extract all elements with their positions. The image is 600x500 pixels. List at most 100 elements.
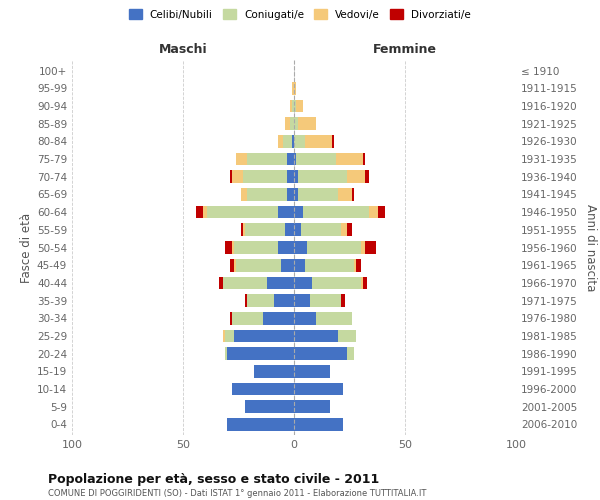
Bar — [370, 206, 379, 218]
Bar — [294, 118, 298, 130]
Bar — [232, 170, 243, 183]
Bar — [225, 241, 232, 254]
Bar — [305, 135, 332, 147]
Bar — [294, 259, 305, 272]
Bar — [230, 170, 232, 183]
Bar — [356, 259, 361, 272]
Bar — [227, 348, 294, 360]
Bar — [236, 259, 281, 272]
Bar — [230, 259, 234, 272]
Bar — [290, 118, 294, 130]
Bar — [298, 118, 316, 130]
Bar — [312, 276, 361, 289]
Bar — [292, 135, 294, 147]
Bar — [241, 224, 243, 236]
Bar — [263, 312, 294, 324]
Bar — [230, 312, 232, 324]
Bar — [365, 241, 376, 254]
Bar — [294, 100, 296, 112]
Bar — [218, 276, 223, 289]
Bar — [294, 152, 296, 166]
Bar — [278, 135, 283, 147]
Bar — [232, 312, 263, 324]
Bar — [285, 118, 290, 130]
Bar — [225, 330, 234, 342]
Bar — [363, 152, 365, 166]
Bar — [245, 294, 247, 307]
Bar — [225, 348, 227, 360]
Bar — [338, 188, 352, 201]
Bar — [243, 170, 287, 183]
Bar — [227, 418, 294, 431]
Bar — [298, 170, 347, 183]
Bar — [254, 365, 294, 378]
Bar — [296, 152, 336, 166]
Y-axis label: Fasce di età: Fasce di età — [20, 212, 33, 282]
Bar — [307, 241, 361, 254]
Bar — [294, 206, 303, 218]
Bar — [301, 224, 341, 236]
Bar — [361, 241, 365, 254]
Bar — [294, 312, 316, 324]
Bar — [247, 152, 287, 166]
Bar — [361, 276, 363, 289]
Bar — [354, 259, 356, 272]
Bar — [294, 170, 298, 183]
Bar — [243, 224, 245, 236]
Y-axis label: Anni di nascita: Anni di nascita — [584, 204, 597, 291]
Bar — [294, 241, 307, 254]
Bar — [294, 188, 298, 201]
Bar — [236, 152, 247, 166]
Bar — [278, 206, 294, 218]
Bar — [245, 400, 294, 413]
Bar — [281, 259, 294, 272]
Bar — [203, 206, 208, 218]
Bar — [294, 294, 310, 307]
Bar — [294, 400, 329, 413]
Bar — [247, 188, 287, 201]
Bar — [294, 224, 301, 236]
Bar — [341, 224, 347, 236]
Bar — [247, 294, 274, 307]
Bar — [245, 224, 285, 236]
Bar — [278, 241, 294, 254]
Bar — [234, 241, 278, 254]
Legend: Celibi/Nubili, Coniugati/e, Vedovi/e, Divorziati/e: Celibi/Nubili, Coniugati/e, Vedovi/e, Di… — [125, 5, 475, 24]
Bar — [234, 259, 236, 272]
Bar — [294, 135, 305, 147]
Bar — [332, 135, 334, 147]
Bar — [294, 418, 343, 431]
Bar — [316, 312, 352, 324]
Bar — [347, 348, 354, 360]
Bar — [336, 152, 363, 166]
Text: Femmine: Femmine — [373, 44, 437, 57]
Bar — [305, 259, 354, 272]
Bar — [294, 82, 296, 94]
Bar — [268, 276, 294, 289]
Bar — [347, 170, 365, 183]
Bar — [196, 206, 203, 218]
Text: Popolazione per età, sesso e stato civile - 2011: Popolazione per età, sesso e stato civil… — [48, 472, 379, 486]
Bar — [352, 188, 354, 201]
Bar — [363, 276, 367, 289]
Bar — [303, 206, 370, 218]
Bar — [379, 206, 385, 218]
Bar — [287, 170, 294, 183]
Bar — [274, 294, 294, 307]
Bar — [241, 188, 247, 201]
Text: Maschi: Maschi — [158, 44, 208, 57]
Bar — [285, 224, 294, 236]
Bar — [232, 382, 294, 396]
Bar — [208, 206, 278, 218]
Bar — [223, 330, 225, 342]
Bar — [294, 365, 329, 378]
Bar — [294, 330, 338, 342]
Bar — [223, 276, 268, 289]
Bar — [347, 224, 352, 236]
Bar — [338, 330, 356, 342]
Bar — [294, 382, 343, 396]
Text: COMUNE DI POGGIRIDENTI (SO) - Dati ISTAT 1° gennaio 2011 - Elaborazione TUTTITAL: COMUNE DI POGGIRIDENTI (SO) - Dati ISTAT… — [48, 489, 427, 498]
Bar — [365, 170, 370, 183]
Bar — [232, 241, 234, 254]
Bar — [310, 294, 341, 307]
